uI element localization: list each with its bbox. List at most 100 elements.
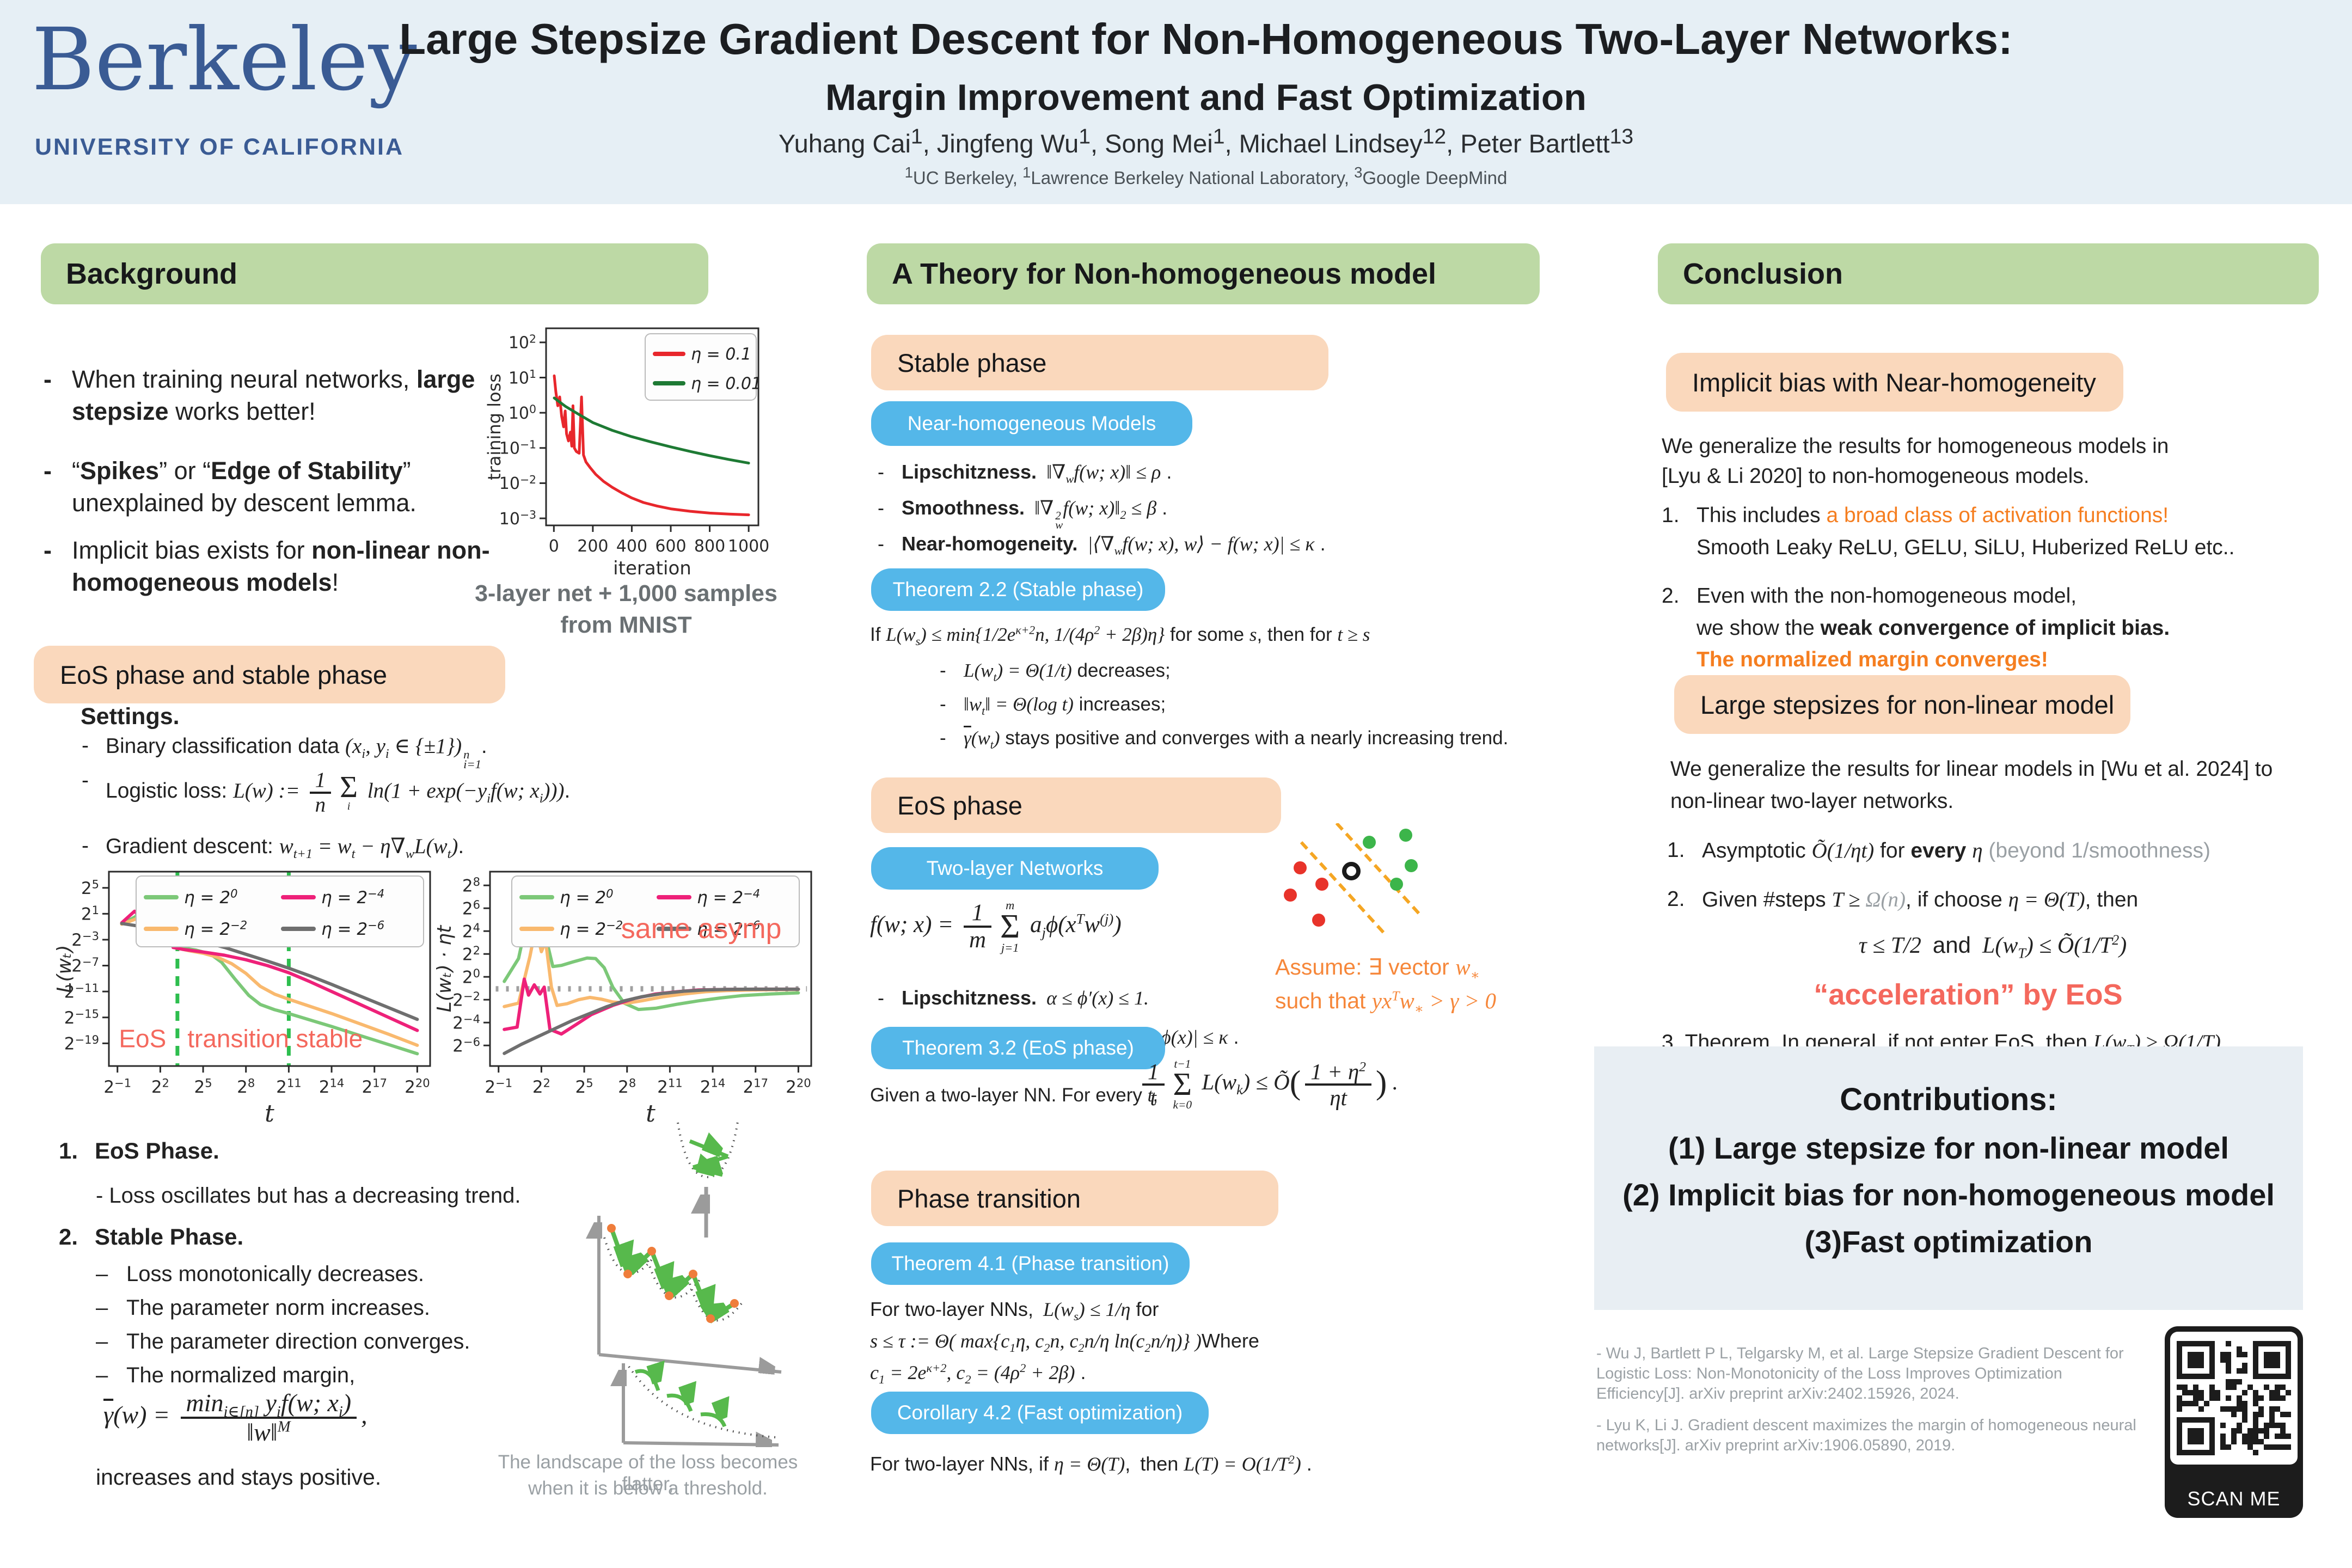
contribution-3: (3)Fast optimization bbox=[1804, 1224, 2093, 1259]
thm22-bullet-2: - ‖wt‖ = Θ(log t) increases; bbox=[940, 694, 1166, 717]
item-number: 1. bbox=[1662, 504, 1680, 527]
assume-text-line2: such that yxTw∗ > γ > 0 bbox=[1275, 988, 1496, 1017]
item-number: 2. bbox=[1662, 584, 1680, 608]
svg-text:η = 2−6: η = 2−6 bbox=[697, 918, 760, 939]
pill-nh-label: Near-homogeneous Models bbox=[907, 412, 1156, 434]
svg-text:10−1: 10−1 bbox=[499, 438, 536, 458]
svg-text:217: 217 bbox=[743, 1076, 768, 1097]
large-stepsizes-paragraph: We generalize the results for linear mod… bbox=[1670, 757, 2273, 813]
svg-text:28: 28 bbox=[237, 1076, 255, 1097]
pill-thm32-label: Theorem 3.2 (EoS phase) bbox=[902, 1037, 1134, 1059]
positive-class-dots bbox=[1363, 829, 1418, 891]
background-bullet-2: - “Spikes” or “Edge of Stability” unexpl… bbox=[44, 455, 512, 519]
svg-text:24: 24 bbox=[462, 921, 480, 942]
svg-text:t: t bbox=[265, 1100, 274, 1127]
subsection-phase-transition: Phase transition bbox=[871, 1171, 1278, 1226]
stable-sub-3-text: The parameter direction converges. bbox=[126, 1330, 470, 1353]
svg-text:η = 0.01: η = 0.01 bbox=[691, 375, 762, 394]
bullet-dash: - bbox=[44, 365, 52, 393]
implicit-bias-item-1: 1. This includes a broad class of activa… bbox=[1662, 500, 2337, 564]
list-number-2: 2. bbox=[59, 1224, 78, 1250]
stable-sub-1-text: Loss monotonically decreases. bbox=[126, 1262, 424, 1286]
svg-text:η = 2−2: η = 2−2 bbox=[184, 918, 247, 939]
section-theory: A Theory for Non-homogeneous model bbox=[867, 243, 1540, 304]
svg-text:η = 2−2: η = 2−2 bbox=[560, 918, 623, 939]
berkeley-logo: Berkeley bbox=[32, 10, 417, 110]
bullet-dash: - bbox=[878, 461, 884, 483]
bullet-dash: – bbox=[96, 1330, 108, 1353]
large-stepsizes-item-1-text: Asymptotic Õ(1/ηt) for every η (beyond 1… bbox=[1702, 839, 2210, 862]
landscape-caption-line1: The landscape of the loss becomes flatte… bbox=[498, 1451, 798, 1494]
nh-bullet-3: - Near-homogeneity. |⟨∇wf(w; x), w⟩ − f(… bbox=[878, 532, 1326, 558]
svg-text:2−11: 2−11 bbox=[64, 981, 99, 1002]
bullet-dash: – bbox=[96, 1262, 108, 1286]
stable-sub-2-text: The parameter norm increases. bbox=[126, 1296, 431, 1320]
authors: Yuhang Cai1, Jingfeng Wu1, Song Mei1, Mi… bbox=[778, 125, 1634, 158]
margin-line bbox=[1335, 823, 1423, 917]
bullet-dash: - bbox=[940, 694, 946, 715]
margin-closing-text: increases and stays positive. bbox=[96, 1465, 382, 1490]
bullet-dash: - bbox=[82, 834, 89, 857]
svg-text:22: 22 bbox=[151, 1076, 169, 1097]
stable-sub-1: – Loss monotonically decreases. bbox=[96, 1262, 424, 1287]
svg-text:η = 2−6: η = 2−6 bbox=[321, 918, 384, 939]
bullet-dash: - bbox=[878, 987, 884, 1009]
stable-phase-label: Stable phase bbox=[897, 348, 1047, 377]
svg-text:101: 101 bbox=[509, 367, 536, 388]
svg-text:η = 2−4: η = 2−4 bbox=[697, 886, 760, 908]
implicit-bias-item-2: 2. Even with the non-homogeneous model, w… bbox=[1662, 580, 2337, 676]
theorem-4-1-line3: c1 = 2eκ+2, c2 = (4ρ2 + 2β) . bbox=[870, 1361, 1086, 1387]
tau-bound-formula: τ ≤ T/2 and L(wT) ≤ Õ(1/T2) bbox=[1858, 932, 2127, 961]
svg-text:214: 214 bbox=[319, 1076, 345, 1097]
svg-text:25: 25 bbox=[81, 877, 99, 898]
pill-thm22-label: Theorem 2.2 (Stable phase) bbox=[892, 578, 1144, 601]
theorem-2-2-intro: If L(ws) ≤ min{1/2eκ+2n, 1/(4ρ2 + 2β)η} … bbox=[870, 623, 1370, 648]
origin-marker bbox=[1342, 862, 1361, 880]
large-stepsizes-item-2-text: Given #steps T ≥ Ω(n), if choose η = Θ(T… bbox=[1702, 888, 2139, 911]
svg-text:iteration: iteration bbox=[613, 558, 691, 579]
svg-text:22: 22 bbox=[462, 944, 480, 965]
section-background-label: Background bbox=[66, 258, 238, 290]
thm22-bullet-1: - L(wt) = Θ(1/t) decreases; bbox=[940, 660, 1171, 684]
thm22-bullet-1-text: L(wt) = Θ(1/t) decreases; bbox=[964, 660, 1171, 684]
settings-item-1: - Binary classification data (xi, yi ∈ {… bbox=[82, 734, 811, 770]
nh-bullet-2-text: Smoothness. ‖∇ 2 w f(w; x)‖2 ≤ β . bbox=[902, 497, 1168, 532]
svg-text:2−2: 2−2 bbox=[452, 989, 480, 1010]
svg-text:211: 211 bbox=[276, 1076, 302, 1097]
svg-text:2−15: 2−15 bbox=[64, 1007, 99, 1028]
item-number: 1. bbox=[1667, 838, 1685, 862]
svg-text:L(wₜ): L(wₜ) bbox=[54, 945, 76, 993]
item-number: 2. bbox=[1667, 887, 1685, 911]
bullet-dash: – bbox=[96, 1296, 108, 1320]
contribution-2: (2) Implicit bias for non-homogeneous mo… bbox=[1622, 1178, 2275, 1212]
nh-bullet-2: - Smoothness. ‖∇ 2 w f(w; x)‖2 ≤ β . bbox=[878, 497, 1167, 530]
affiliations: 1UC Berkeley, 1Lawrence Berkeley Nationa… bbox=[904, 164, 1508, 188]
stable-sub-3: – The parameter direction converges. bbox=[96, 1330, 470, 1354]
stable-sub-4: – The normalized margin, bbox=[96, 1363, 355, 1388]
svg-text:21: 21 bbox=[81, 903, 99, 924]
section-background: Background bbox=[41, 243, 708, 304]
svg-text:26: 26 bbox=[462, 898, 480, 919]
chart-caption-line1: 3-layer net + 1,000 samples bbox=[475, 580, 777, 607]
svg-text:η = 20: η = 20 bbox=[184, 886, 237, 908]
subsection-large-stepsizes: Large stepsizes for non-linear model bbox=[1674, 675, 2130, 734]
corollary-4-2-text: For two-layer NNs, if η = Θ(T), then L(T… bbox=[870, 1453, 1312, 1475]
thm22-bullet-3: - γ(wt) stays positive and converges wit… bbox=[940, 727, 1528, 751]
svg-text:100: 100 bbox=[509, 403, 536, 423]
margin-line bbox=[1300, 841, 1387, 936]
landscape-caption-line2: when it is below a threshold. bbox=[528, 1478, 768, 1499]
svg-text:training loss: training loss bbox=[484, 373, 505, 480]
berkeley-logo-subtitle: UNIVERSITY OF CALIFORNIA bbox=[35, 134, 405, 160]
chart-caption-line2: from MNIST bbox=[560, 612, 692, 638]
svg-text:200: 200 bbox=[577, 537, 608, 556]
nh-bullet-3-text: Near-homogeneity. |⟨∇wf(w; x), w⟩ − f(w;… bbox=[902, 532, 1326, 558]
svg-text:2−19: 2−19 bbox=[64, 1033, 99, 1054]
svg-text:stable: stable bbox=[296, 1024, 363, 1052]
pill-theorem-2-2: Theorem 2.2 (Stable phase) bbox=[871, 568, 1165, 611]
list-title-2: Stable Phase. bbox=[95, 1224, 244, 1250]
bullet-dash: - bbox=[82, 734, 89, 757]
svg-text:2−1: 2−1 bbox=[103, 1076, 131, 1097]
list-item-1-sub: - Loss oscillates but has a decreasing t… bbox=[96, 1184, 521, 1208]
